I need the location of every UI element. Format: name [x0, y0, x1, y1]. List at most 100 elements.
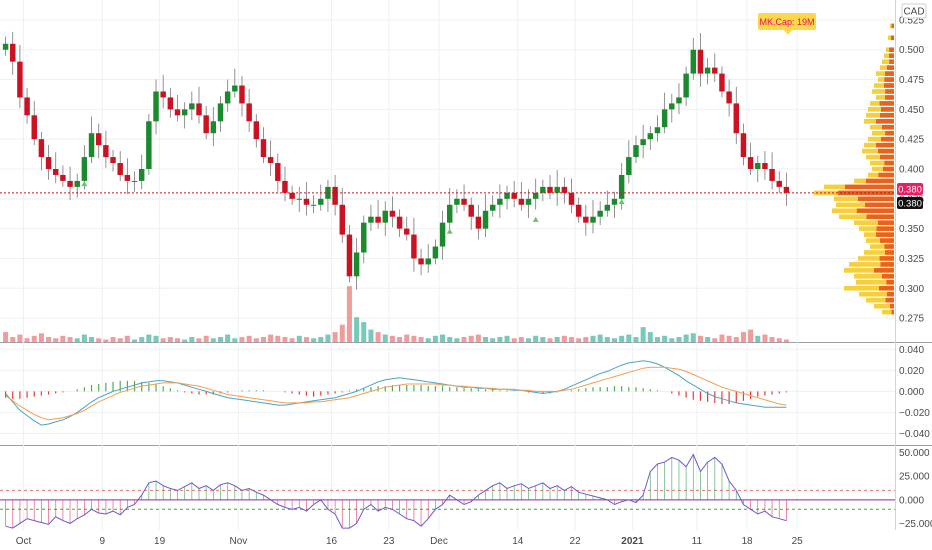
- macd-tick-label: 0.040: [899, 345, 924, 356]
- volume-bar: [96, 338, 102, 342]
- volume-bar: [783, 339, 789, 342]
- volume-bar: [311, 338, 317, 342]
- currency-box[interactable]: [901, 3, 927, 19]
- candle-body: [561, 186, 568, 193]
- volume-bar: [246, 335, 252, 342]
- volume-bar: [533, 335, 539, 342]
- volume-bar: [117, 338, 123, 342]
- price-tick-label: 0.500: [899, 45, 924, 56]
- candle-body: [45, 157, 52, 169]
- volume-profile-row-dark: [885, 297, 894, 303]
- candle-body: [540, 186, 546, 193]
- volume-bar: [755, 335, 761, 342]
- candle-body: [181, 109, 188, 116]
- time-tick-label: 9: [100, 536, 106, 547]
- volume-profile-row-dark: [866, 178, 894, 184]
- volume-profile-row-dark: [885, 89, 894, 94]
- time-tick-label: 14: [512, 536, 524, 547]
- volume-bar: [17, 334, 23, 342]
- volume-bar: [733, 337, 739, 342]
- volume-bar: [425, 338, 431, 342]
- volume-bar: [74, 338, 80, 342]
- price-tick-label: 0.325: [899, 254, 924, 265]
- volume-profile-row: [866, 297, 894, 303]
- volume-profile-row: [864, 250, 894, 255]
- time-tick-label: 23: [383, 536, 395, 547]
- candle-body: [174, 109, 181, 116]
- volume-bar: [46, 337, 52, 342]
- volume-bar: [296, 335, 302, 342]
- candle-body: [432, 246, 439, 259]
- macd-tick-label: 0.020: [899, 366, 924, 377]
- candle-body: [590, 216, 596, 223]
- volume-bar: [712, 338, 718, 342]
- volume-profile-row-dark: [878, 172, 894, 178]
- candle-body: [31, 115, 37, 140]
- volume-bar: [182, 339, 188, 342]
- volume-bar: [339, 324, 345, 342]
- candle-body: [17, 61, 23, 98]
- volume-profile-row: [874, 303, 894, 309]
- candle-body: [203, 115, 209, 134]
- candle-body: [489, 204, 496, 211]
- volume-profile-row-dark: [884, 83, 894, 88]
- candle-body: [303, 198, 310, 205]
- candle-body: [626, 157, 632, 175]
- candle-body: [461, 198, 467, 205]
- volume-bar: [597, 334, 603, 342]
- cci-tick-label: −25.000: [899, 519, 932, 530]
- candle-body: [726, 91, 732, 104]
- volume-profile-row: [858, 256, 894, 261]
- candle-body: [504, 192, 510, 199]
- volume-bar: [662, 335, 668, 342]
- volume-bars: [3, 286, 789, 342]
- volume-profile-row-dark: [882, 124, 894, 130]
- volume-bar: [289, 338, 295, 342]
- candle-body: [547, 186, 553, 193]
- candle-body: [747, 157, 754, 169]
- signal-triangle: [618, 198, 625, 204]
- volume-bar: [167, 337, 173, 342]
- candle-body: [475, 216, 482, 229]
- volume-bar: [776, 338, 782, 342]
- volume-bar: [275, 335, 281, 342]
- volume-profile-row-dark: [882, 274, 894, 279]
- volume-bar: [490, 338, 496, 342]
- volume-profile-row-dark: [880, 154, 894, 160]
- candle-body: [712, 67, 718, 74]
- volume-bar: [31, 335, 37, 342]
- candle-body: [217, 103, 224, 122]
- volume-profile-row-dark: [858, 196, 894, 202]
- volume-profile-row-dark: [883, 166, 894, 172]
- volume-bar: [132, 339, 138, 342]
- volume-profile-row-dark: [879, 101, 894, 106]
- volume-bar: [683, 334, 689, 342]
- volume-bar: [690, 333, 696, 342]
- volume-profile-row: [870, 244, 894, 249]
- volume-bar: [640, 327, 646, 342]
- volume-bar: [619, 335, 625, 342]
- time-tick-label: 11: [692, 536, 703, 547]
- candle-body: [755, 163, 761, 169]
- candle-body: [275, 163, 281, 181]
- candle-body: [24, 97, 30, 116]
- signal-triangle: [532, 216, 539, 222]
- volume-bar: [103, 339, 109, 342]
- volume-bar: [38, 333, 44, 342]
- signal-triangle: [81, 181, 88, 187]
- volume-bar: [89, 337, 95, 342]
- last-price-label: 0.380: [898, 185, 922, 196]
- volume-bar: [504, 335, 510, 342]
- volume-bar: [454, 338, 460, 342]
- volume-bar: [554, 337, 560, 342]
- volume-profile-row-dark: [878, 148, 894, 154]
- mkcap-annotation[interactable]: MK.Cap: 19M: [758, 13, 816, 35]
- candle-body: [439, 222, 446, 247]
- cci-tick-label: 50.000: [899, 448, 930, 459]
- macd-panel: 0.040 0.020 0.000 −0.020 −0.040: [0, 345, 930, 440]
- candle-body: [425, 258, 431, 265]
- candle-body: [618, 174, 625, 199]
- volume-bar: [196, 338, 202, 342]
- grid-lines: [0, 0, 895, 530]
